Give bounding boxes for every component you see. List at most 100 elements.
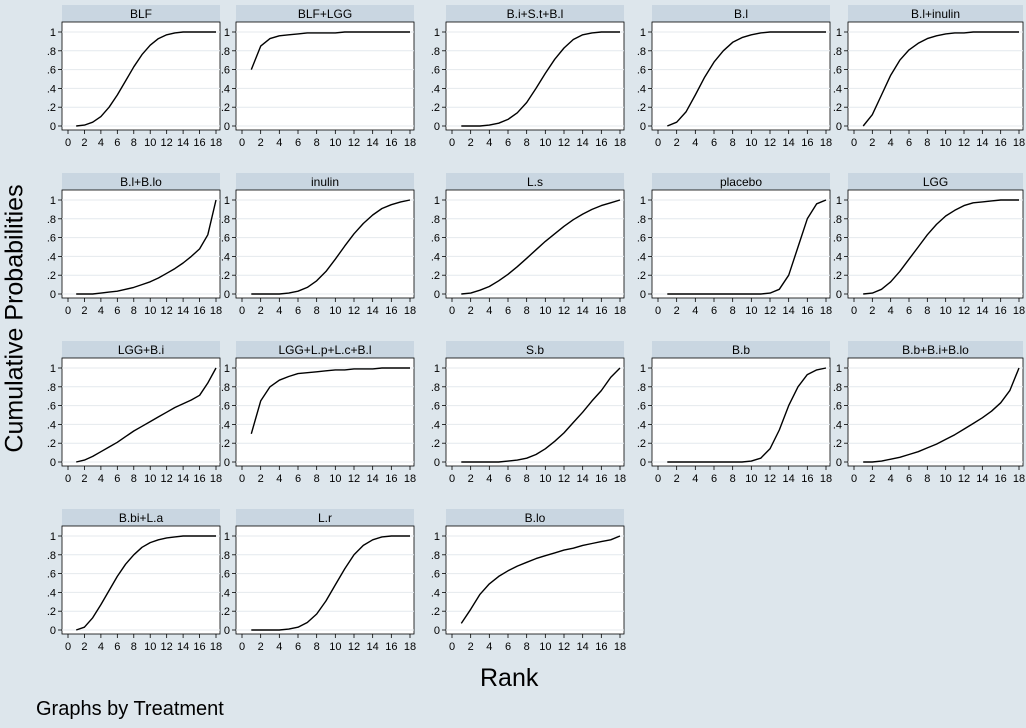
plot-area — [445, 525, 625, 635]
y-tick-label: .8 — [431, 382, 440, 394]
x-tick-label: 10 — [539, 137, 551, 149]
x-tick-label: 12 — [161, 305, 173, 317]
y-tick-label: 0 — [224, 121, 230, 133]
y-tick-label: .2 — [47, 270, 56, 282]
series-line — [461, 367, 621, 463]
x-tick-label: 8 — [524, 137, 530, 149]
y-tick-label: 1 — [640, 27, 646, 39]
y-tick-label: .4 — [637, 251, 646, 263]
x-tick-label: 10 — [940, 305, 952, 317]
series-line — [461, 199, 621, 295]
y-tick-label: .2 — [221, 102, 230, 114]
panel-header — [236, 509, 414, 526]
x-tick-label: 18 — [210, 137, 222, 149]
x-tick-label: 6 — [114, 137, 120, 149]
panel: B.bi+L.a0.2.4.6.810 2 4 6 8 10 12 14 16 18 — [47, 509, 222, 653]
x-tick-label: 18 — [614, 137, 626, 149]
x-tick-label: 8 — [924, 137, 930, 149]
x-tick-label: 0 — [239, 305, 245, 317]
x-tick-label: 8 — [730, 473, 736, 485]
y-tick-label: 0 — [434, 121, 440, 133]
x-tick-label: 4 — [98, 641, 104, 653]
x-tick-label: 0 — [449, 641, 455, 653]
x-tick-label: 0 — [449, 305, 455, 317]
plot-area — [61, 21, 221, 131]
y-tick-label: .4 — [221, 419, 230, 431]
y-tick-label: .6 — [637, 401, 646, 413]
x-tick-label: 8 — [730, 137, 736, 149]
x-tick-label: 4 — [98, 473, 104, 485]
x-tick-label: 8 — [131, 305, 137, 317]
panel-header — [446, 341, 624, 358]
x-tick-label: 4 — [692, 137, 698, 149]
x-tick-label: 10 — [745, 137, 757, 149]
y-tick-label: 1 — [836, 195, 842, 207]
x-tick-label: 16 — [385, 473, 397, 485]
x-tick-label: 14 — [783, 137, 795, 149]
y-axis-title: Cumulative Probabilities — [0, 118, 30, 518]
x-tick-label: 2 — [81, 641, 87, 653]
y-tick-label: .8 — [637, 214, 646, 226]
plot-area — [235, 21, 415, 131]
x-tick-label: 18 — [404, 473, 416, 485]
x-tick-label: 4 — [692, 305, 698, 317]
panel: LGG+L.p+L.c+B.l0.2.4.6.810 2 4 6 8 10 12 14 16 18 — [221, 341, 416, 485]
x-tick-label: 18 — [820, 305, 832, 317]
panel-title: LGG+L.p+L.c+B.l — [278, 343, 371, 357]
y-tick-label: .4 — [221, 251, 230, 263]
x-tick-label: 4 — [98, 137, 104, 149]
x-tick-label: 0 — [851, 473, 857, 485]
x-tick-label: 0 — [239, 137, 245, 149]
x-tick-label: 0 — [655, 305, 661, 317]
series-line — [76, 367, 217, 463]
x-tick-label: 6 — [114, 305, 120, 317]
panel-header — [848, 173, 1023, 190]
y-tick-label: .2 — [637, 270, 646, 282]
x-tick-label: 14 — [367, 137, 379, 149]
y-tick-label: .4 — [47, 419, 56, 431]
y-tick-label: .2 — [221, 270, 230, 282]
x-tick-label: 6 — [295, 641, 301, 653]
y-tick-label: .4 — [431, 83, 440, 95]
y-tick-label: .4 — [47, 587, 56, 599]
x-tick-label: 18 — [614, 473, 626, 485]
x-tick-label: 4 — [888, 473, 894, 485]
x-tick-label: 8 — [131, 641, 137, 653]
x-tick-label: 12 — [161, 137, 173, 149]
y-tick-label: 1 — [640, 195, 646, 207]
y-tick-label: .2 — [637, 438, 646, 450]
x-tick-label: 6 — [906, 305, 912, 317]
x-tick-label: 12 — [958, 473, 970, 485]
y-tick-label: 1 — [50, 531, 56, 543]
y-tick-label: .6 — [47, 401, 56, 413]
x-tick-label: 14 — [367, 641, 379, 653]
plot-area — [235, 525, 415, 635]
x-tick-label: 2 — [81, 137, 87, 149]
x-tick-label: 0 — [449, 137, 455, 149]
panel-title: BLF — [130, 7, 152, 21]
graphs-by-note: Graphs by Treatment — [36, 698, 224, 720]
x-tick-label: 4 — [486, 641, 492, 653]
x-tick-label: 6 — [505, 641, 511, 653]
y-tick-label: .6 — [431, 65, 440, 77]
x-tick-label: 4 — [486, 305, 492, 317]
series-line — [75, 535, 216, 631]
y-tick-label: 1 — [50, 363, 56, 375]
panel-header — [848, 341, 1023, 358]
x-tick-label: 6 — [711, 473, 717, 485]
x-tick-label: 14 — [976, 137, 988, 149]
plot-area — [61, 357, 221, 467]
y-tick-label: .6 — [221, 233, 230, 245]
panel-header — [62, 509, 220, 526]
x-tick-label: 12 — [558, 641, 570, 653]
x-tick-label: 8 — [730, 305, 736, 317]
x-tick-label: 4 — [98, 305, 104, 317]
series-line — [76, 31, 216, 127]
x-tick-label: 14 — [177, 137, 189, 149]
panel: S.b0.2.4.6.810 2 4 6 8 10 12 14 16 18 — [431, 341, 626, 485]
x-tick-label: 12 — [348, 305, 360, 317]
panel: L.s0.2.4.6.810 2 4 6 8 10 12 14 16 18 — [431, 173, 626, 317]
x-tick-label: 18 — [210, 473, 222, 485]
